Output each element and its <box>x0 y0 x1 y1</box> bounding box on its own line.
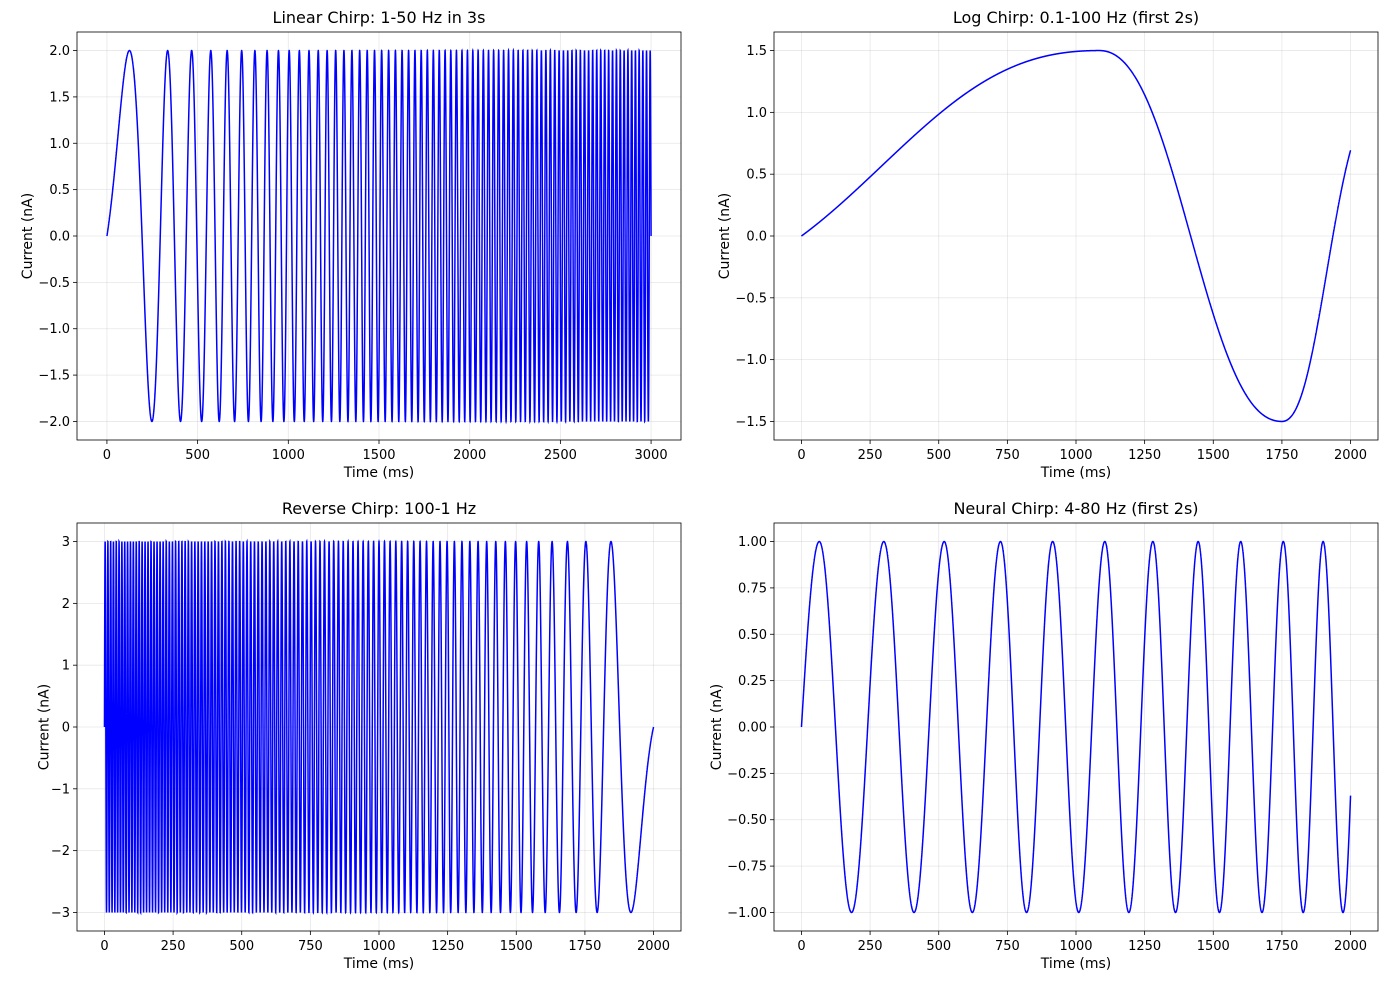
subplot-1: 0 500 1000 1500 2000 2500 3000 −2.0 −1.5 −1.0 −0.5… <box>20 8 682 481</box>
x-tick-label: 2000 <box>453 448 486 463</box>
y-tick-label: −0.50 <box>727 813 767 828</box>
chart-title: Neural Chirp: 4-80 Hz (first 2s) <box>953 499 1198 518</box>
x-axis-label: Time (ms) <box>1040 465 1112 481</box>
series-line <box>800 49 1352 423</box>
y-tick-label: −1 <box>51 782 70 797</box>
x-tick-label: 1750 <box>568 939 601 954</box>
x-axis-label: Time (ms) <box>1040 956 1112 972</box>
y-tick-label: −0.25 <box>727 767 767 782</box>
y-tick-label: −0.5 <box>38 276 70 291</box>
x-tick-label: 1500 <box>500 939 533 954</box>
x-tick-label: 750 <box>995 939 1020 954</box>
subplot-2: 0 250 500 750 1000 1250 1500 1750 2000 −1.5 −1.0 −0… <box>717 8 1379 481</box>
y-tick-label: 0.5 <box>49 183 70 198</box>
x-tick-label: 250 <box>858 939 883 954</box>
y-tick-label: 1.0 <box>746 106 767 121</box>
y-tick-label: −1.00 <box>727 906 767 921</box>
x-tick-label: 0 <box>797 448 805 463</box>
chart-title: Reverse Chirp: 100-1 Hz <box>282 499 476 518</box>
x-tick-label: 0 <box>100 939 108 954</box>
y-tick-label: −2.0 <box>38 415 70 430</box>
y-tick-label: 1 <box>62 659 70 674</box>
x-tick-label: 1250 <box>431 939 464 954</box>
y-tick-label: −1.5 <box>735 415 767 430</box>
y-tick-label: −0.5 <box>735 291 767 306</box>
x-tick-label: 1750 <box>1265 448 1298 463</box>
x-tick-label: 1500 <box>362 448 395 463</box>
subplot-3: 0 250 500 750 1000 1250 1500 1750 2000 −3 −2 −1 0 1 2 3… <box>37 499 682 972</box>
x-tick-label: 750 <box>298 939 323 954</box>
x-axis-label: Time (ms) <box>343 465 415 481</box>
y-tick-label: 1.0 <box>49 137 70 152</box>
series-line <box>103 538 655 916</box>
y-axis-label: Current (nA) <box>20 193 36 279</box>
y-tick-label: 3 <box>62 535 70 550</box>
y-axis-label: Current (nA) <box>717 193 733 279</box>
x-tick-label: 2000 <box>1334 939 1367 954</box>
x-tick-label: 0 <box>103 448 111 463</box>
y-tick-label: −3 <box>51 906 70 921</box>
x-tick-label: 1250 <box>1128 448 1161 463</box>
x-tick-label: 2000 <box>637 939 670 954</box>
y-tick-label: 0 <box>62 721 70 736</box>
y-tick-label: −1.5 <box>38 369 70 384</box>
y-tick-label: −2 <box>51 844 70 859</box>
y-tick-label: 0.50 <box>738 628 767 643</box>
y-tick-label: 0.5 <box>746 168 767 183</box>
x-tick-label: 1000 <box>1059 448 1092 463</box>
series-line <box>106 47 652 425</box>
x-tick-label: 1500 <box>1197 939 1230 954</box>
y-tick-label: 0.0 <box>746 230 767 245</box>
x-tick-label: 1750 <box>1265 939 1298 954</box>
x-tick-label: 500 <box>926 939 951 954</box>
x-tick-label: 3000 <box>635 448 668 463</box>
x-tick-label: 250 <box>161 939 186 954</box>
x-tick-label: 1500 <box>1197 448 1230 463</box>
y-tick-label: 0.00 <box>738 721 767 736</box>
y-tick-label: 1.5 <box>746 44 767 59</box>
x-tick-label: 2000 <box>1334 448 1367 463</box>
y-tick-label: −1.0 <box>38 322 70 337</box>
y-axis-label: Current (nA) <box>709 684 725 770</box>
y-tick-label: 0.75 <box>738 581 767 596</box>
chart-title: Linear Chirp: 1-50 Hz in 3s <box>273 8 486 27</box>
chart-title: Log Chirp: 0.1-100 Hz (first 2s) <box>953 8 1199 27</box>
y-tick-label: 2.0 <box>49 44 70 59</box>
y-tick-label: 0.0 <box>49 230 70 245</box>
x-tick-label: 500 <box>229 939 254 954</box>
x-axis-label: Time (ms) <box>343 956 415 972</box>
x-tick-label: 750 <box>995 448 1020 463</box>
x-tick-label: 250 <box>858 448 883 463</box>
x-tick-label: 1000 <box>362 939 395 954</box>
y-tick-label: −0.75 <box>727 860 767 875</box>
x-tick-label: 1000 <box>272 448 305 463</box>
y-tick-label: 1.5 <box>49 90 70 105</box>
y-tick-label: 2 <box>62 597 70 612</box>
x-tick-label: 1250 <box>1128 939 1161 954</box>
y-tick-label: 0.25 <box>738 674 767 689</box>
x-tick-label: 2500 <box>544 448 577 463</box>
x-tick-label: 500 <box>185 448 210 463</box>
x-tick-label: 500 <box>926 448 951 463</box>
subplot-4: 0 250 500 750 1000 1250 1500 1750 2000 −1.00 −0.75… <box>709 499 1379 972</box>
y-tick-label: −1.0 <box>735 353 767 368</box>
x-tick-label: 1000 <box>1059 939 1092 954</box>
x-tick-label: 0 <box>797 939 805 954</box>
y-tick-label: 1.00 <box>738 535 767 550</box>
series-line <box>800 540 1352 914</box>
y-axis-label: Current (nA) <box>37 684 53 770</box>
